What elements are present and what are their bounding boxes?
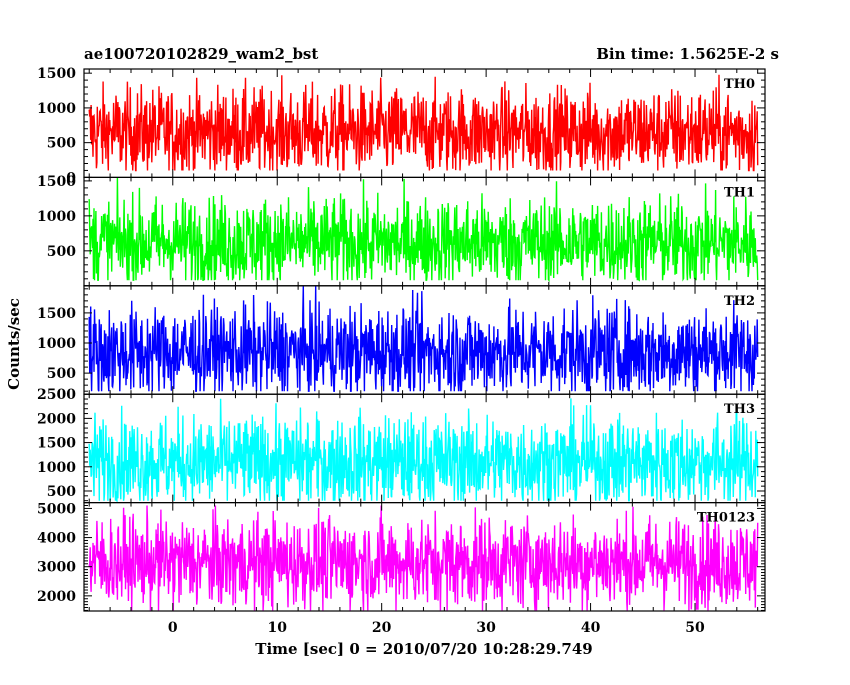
y-tick-label: 1000 bbox=[37, 101, 76, 117]
panel-th3: 500 1000 1500 2000 2500 TH3 bbox=[37, 387, 766, 504]
y-axis-th1: 500 1000 1500 bbox=[37, 174, 765, 287]
x-ticks-th2 bbox=[88, 285, 759, 395]
panel-label: TH1 bbox=[724, 185, 755, 200]
y-tick-label: 500 bbox=[47, 366, 76, 382]
y-tick-label: 1500 bbox=[37, 174, 76, 190]
y-tick-label: 500 bbox=[47, 136, 76, 152]
y-axis-th3: 500 1000 1500 2000 2500 bbox=[37, 387, 765, 502]
x-tick-label: 20 bbox=[372, 620, 392, 636]
y-tick-label: 4000 bbox=[37, 531, 76, 547]
x-ticks-th3 bbox=[88, 394, 759, 503]
y-tick-label: 2500 bbox=[37, 387, 76, 403]
panel-th0123: 2000 3000 4000 5000 TH0123 bbox=[37, 501, 766, 612]
panel-label: TH2 bbox=[724, 294, 755, 309]
panel-label: TH0123 bbox=[697, 511, 755, 526]
x-ticks-th0123 bbox=[88, 502, 759, 611]
y-tick-label: 1000 bbox=[37, 336, 76, 352]
series-line-th3 bbox=[88, 398, 759, 504]
y-tick-label: 3000 bbox=[37, 560, 76, 576]
series-line-th0 bbox=[88, 74, 759, 172]
x-ticks-th0 bbox=[88, 69, 759, 178]
x-ticks-th1 bbox=[88, 177, 759, 286]
y-tick-label: 2000 bbox=[37, 589, 76, 605]
x-axis: 0 10 20 30 40 50 bbox=[168, 620, 705, 636]
y-axis-th2: 500 1000 1500 bbox=[37, 288, 765, 392]
series-line-th2 bbox=[88, 285, 759, 392]
x-tick-label: 40 bbox=[581, 620, 601, 636]
y-axis-th0: 0 500 1000 1500 bbox=[37, 66, 765, 186]
bin-time-label: Bin time: 1.5625E-2 s bbox=[596, 45, 779, 63]
y-tick-label: 1500 bbox=[37, 306, 76, 322]
series-line-th0123 bbox=[88, 505, 759, 611]
y-axis-th0123: 2000 3000 4000 5000 bbox=[37, 501, 765, 611]
y-axis-label: Counts/sec bbox=[5, 298, 23, 390]
x-axis-label: Time [sec] 0 = 2010/07/20 10:28:29.749 bbox=[255, 640, 592, 658]
x-tick-label: 10 bbox=[267, 620, 287, 636]
y-tick-label: 1500 bbox=[37, 66, 76, 82]
y-tick-label: 1000 bbox=[37, 209, 76, 225]
chart-title: ae100720102829_wam2_bst bbox=[84, 45, 318, 63]
series-line-th1 bbox=[88, 177, 759, 283]
y-tick-label: 500 bbox=[47, 244, 76, 260]
y-tick-label: 1500 bbox=[37, 436, 76, 452]
y-tick-label: 2000 bbox=[37, 411, 76, 427]
panel-label: TH3 bbox=[724, 402, 755, 417]
panels-group: 0 500 1000 1500 TH0 500 1000 1500 TH1 500 1000 1500… bbox=[37, 66, 766, 612]
panel-frame bbox=[83, 502, 766, 612]
panel-th2: 500 1000 1500 TH2 bbox=[37, 285, 766, 395]
y-tick-label: 500 bbox=[47, 484, 76, 500]
x-tick-label: 0 bbox=[168, 620, 178, 636]
x-tick-label: 50 bbox=[685, 620, 705, 636]
x-tick-label: 30 bbox=[476, 620, 496, 636]
panel-label: TH0 bbox=[724, 77, 755, 92]
panel-th1: 500 1000 1500 TH1 bbox=[37, 174, 766, 287]
y-tick-label: 1000 bbox=[37, 460, 76, 476]
y-tick-label: 5000 bbox=[37, 501, 76, 517]
y-tick-label: 0 bbox=[66, 170, 76, 186]
panel-th0: 0 500 1000 1500 TH0 bbox=[37, 66, 766, 186]
